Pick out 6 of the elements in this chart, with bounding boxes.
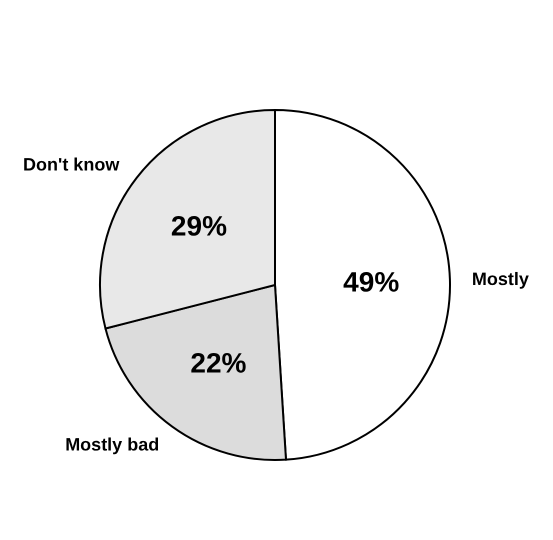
data-label: 29% (170, 210, 228, 242)
slice-label: Don't know (23, 154, 120, 174)
slice-label: Mostly (472, 268, 529, 289)
data-label: 49% (343, 266, 400, 298)
data-label: 22% (190, 347, 247, 378)
slice-label: Mostly bad (65, 434, 160, 454)
